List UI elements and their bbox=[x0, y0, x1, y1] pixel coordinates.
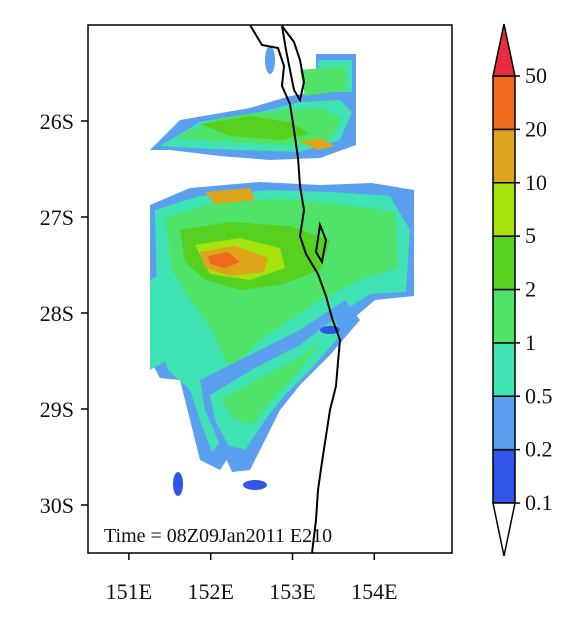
lat-tick-label: 29S bbox=[40, 397, 74, 422]
time-label: Time = 08Z09Jan2011 E210 bbox=[104, 525, 332, 547]
colorbar-swatch bbox=[492, 395, 516, 451]
colorbar-swatch bbox=[492, 342, 516, 397]
colorbar-swatch bbox=[492, 235, 516, 291]
colorbar-level-label: 10 bbox=[525, 170, 547, 195]
map-panel: 26S 27S 28S 29S 30S 151E 152E 153E 154E Time = … bbox=[40, 24, 453, 604]
colorbar-level-label: 0.5 bbox=[525, 383, 553, 408]
colorbar-level-label: 0.1 bbox=[525, 490, 553, 515]
colorbar-swatch bbox=[492, 448, 516, 504]
colorbar-level-label: 2 bbox=[525, 277, 536, 302]
lat-tick-label: 28S bbox=[40, 301, 74, 326]
precip-cell bbox=[265, 46, 275, 74]
coastline bbox=[249, 25, 342, 553]
coastline-island-2 bbox=[314, 221, 328, 265]
lon-tick-label: 152E bbox=[187, 579, 233, 604]
colorbar-min-arrow bbox=[492, 502, 516, 557]
colorbar-swatch bbox=[492, 288, 516, 344]
colorbar-swatch bbox=[492, 75, 516, 131]
precip-cell bbox=[173, 472, 183, 496]
colorbar-level-label: 1 bbox=[525, 330, 536, 355]
precip-west-teal bbox=[150, 270, 180, 370]
precip-band-north-core bbox=[200, 116, 310, 140]
colorbar-level-label: 50 bbox=[525, 63, 547, 88]
lat-axis: 26S 27S 28S 29S 30S bbox=[40, 109, 88, 518]
lat-tick-label: 26S bbox=[40, 109, 74, 134]
lon-axis: 151E 152E 153E 154E bbox=[106, 553, 398, 604]
precip-south-green bbox=[220, 342, 320, 425]
precip-band-north-orange bbox=[300, 138, 335, 150]
precip-cell bbox=[243, 480, 267, 490]
colorbar-level-label: 20 bbox=[525, 116, 547, 141]
precipitation-field bbox=[150, 25, 414, 553]
coastline-island bbox=[281, 25, 306, 103]
colorbar-swatch bbox=[492, 128, 516, 184]
precip-band-northeast-green bbox=[300, 66, 348, 96]
colorbar-swatch bbox=[492, 182, 516, 237]
colorbar: 0.1 0.2 0.5 1 2 5 10 20 50 bbox=[492, 23, 553, 557]
lat-tick-label: 27S bbox=[40, 205, 74, 230]
lat-tick-label: 30S bbox=[40, 493, 74, 518]
lon-tick-label: 151E bbox=[106, 579, 152, 604]
colorbar-max-arrow bbox=[492, 23, 516, 77]
colorbar-level-label: 0.2 bbox=[525, 437, 553, 462]
colorbar-level-label: 5 bbox=[525, 223, 536, 248]
lon-tick-label: 154E bbox=[351, 579, 397, 604]
precip-upper-gold bbox=[205, 188, 255, 204]
lon-tick-label: 153E bbox=[269, 579, 315, 604]
precip-main-orange bbox=[208, 252, 240, 268]
